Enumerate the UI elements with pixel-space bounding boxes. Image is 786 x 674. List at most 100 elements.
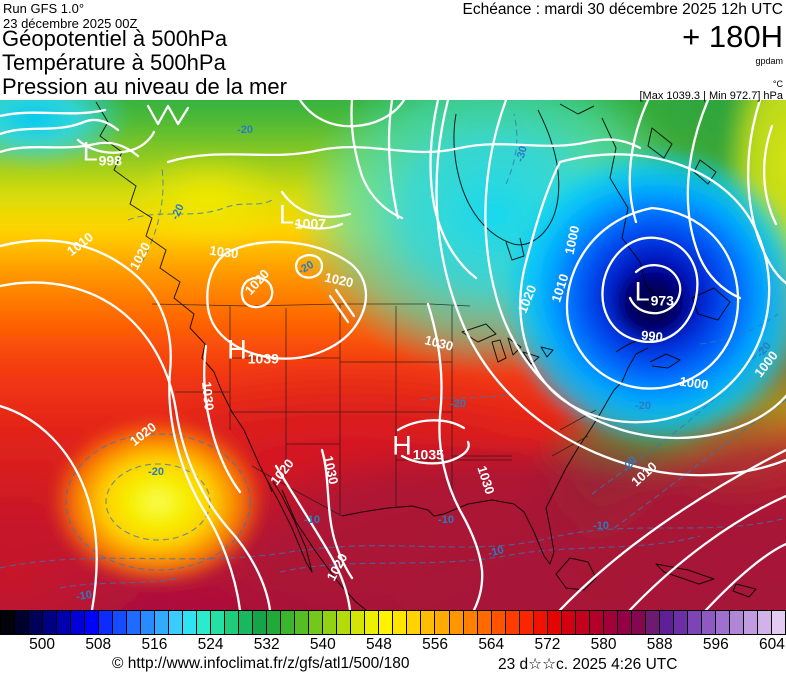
colorbar-cell xyxy=(435,611,449,634)
colorbar-cell xyxy=(141,611,155,634)
colorbar-tick: 532 xyxy=(253,636,280,653)
footer: © http://www.infoclimat.fr/z/gfs/atl1/50… xyxy=(0,655,786,673)
isobar-label: 1030 xyxy=(474,463,498,497)
coastlines xyxy=(95,101,757,610)
colorbar-cell xyxy=(561,611,575,634)
colorbar-cell xyxy=(225,611,239,634)
unit-celsius: °C xyxy=(772,79,783,89)
colorbar-cell xyxy=(631,611,645,634)
temperature-label: -20 xyxy=(450,398,466,410)
colorbar-cell xyxy=(169,611,183,634)
temperature-label: -10 xyxy=(304,514,320,526)
isobar-label: 1030 xyxy=(199,380,217,412)
colorbar-cell xyxy=(323,611,337,634)
colorbar xyxy=(0,610,786,635)
pressure-center-H1035: H1035 xyxy=(392,430,444,463)
temperature-label: -20 xyxy=(169,202,187,222)
echeance-text: Echéance : mardi 30 décembre 2025 12h UT… xyxy=(462,1,783,18)
colorbar-cell xyxy=(351,611,365,634)
unit-gpdam: gpdam xyxy=(755,56,783,66)
colorbar-cell xyxy=(365,611,379,634)
isobar-label: 1010 xyxy=(548,271,572,305)
colorbar-cell xyxy=(57,611,71,634)
colorbar-cell xyxy=(505,611,519,634)
state-borders xyxy=(151,303,597,517)
colorbar-tick: 596 xyxy=(702,636,729,653)
colorbar-cell xyxy=(617,611,631,634)
isobar-label: 1020 xyxy=(241,266,273,298)
colorbar-cell xyxy=(183,611,197,634)
header: Run GFS 1.0° 23 décembre 2025 00Z Géopot… xyxy=(0,0,786,102)
map-titles: Géopotentiel à 500hPa Température à 500h… xyxy=(2,27,287,99)
colorbar-tick: 572 xyxy=(534,636,561,653)
colorbar-cell xyxy=(421,611,435,634)
temperature-label: -10 xyxy=(438,514,454,526)
colorbar-cell xyxy=(43,611,57,634)
colorbar-ticks: 500 508 516 524 532 540 548 556 564 572 580 588 596 6… xyxy=(0,635,786,655)
isobar-label: 1000 xyxy=(561,224,583,256)
colorbar-cell xyxy=(645,611,659,634)
title-pressure: Pression au niveau de la mer xyxy=(2,74,287,99)
title-geopotential: Géopotentiel à 500hPa xyxy=(2,26,228,51)
colorbar-cell xyxy=(281,611,295,634)
colorbar-cell xyxy=(729,611,743,634)
isobar-label: 990 xyxy=(640,327,664,345)
forecast-info: Echéance : mardi 30 décembre 2025 12h UT… xyxy=(462,1,783,102)
colorbar-tick: 604 xyxy=(759,636,785,653)
isobar-label: 1030 xyxy=(320,454,342,486)
isobar-label: 1020 xyxy=(514,282,540,316)
temperature-label: -20 xyxy=(148,466,164,478)
colorbar-tick: 564 xyxy=(478,636,505,653)
colorbar-cell xyxy=(673,611,687,634)
pressure-center-L973: L973 xyxy=(634,276,674,309)
temperature-label: -20 xyxy=(296,258,316,278)
weather-map-canvas xyxy=(0,100,786,610)
colorbar-cell xyxy=(309,611,323,634)
isobar-label: 1030 xyxy=(208,242,240,262)
map-labels-layer: 1010 1020 1030 1020 1020 1030 1030 1020 1030 1030… xyxy=(0,100,786,610)
colorbar-cell xyxy=(85,611,99,634)
colorbar-tick: 516 xyxy=(141,636,168,653)
colorbar-cell xyxy=(491,611,505,634)
isobar-label: 1030 xyxy=(423,332,455,354)
colorbar-tick: 556 xyxy=(422,636,449,653)
pressure-center-L998: L998 xyxy=(82,136,122,169)
colorbar-cell xyxy=(155,611,169,634)
colorbar-cell xyxy=(239,611,253,634)
temperature-label: -10 xyxy=(486,544,506,560)
temperature-label: -10 xyxy=(593,520,609,532)
isobar-label: 1010 xyxy=(63,229,97,259)
colorbar-tick: 580 xyxy=(590,636,617,653)
colorbar-tick: 588 xyxy=(646,636,673,653)
colorbar-tick: 524 xyxy=(197,636,224,653)
run-date: 23 décembre 2025 00Z xyxy=(3,16,138,31)
colorbar-cell xyxy=(113,611,127,634)
colorbar-cell xyxy=(547,611,561,634)
colorbar-cell xyxy=(295,611,309,634)
temperature-label: -20 xyxy=(237,124,253,136)
colorbar-tick: 540 xyxy=(309,636,336,653)
colorbar-cell xyxy=(1,611,15,634)
colorbar-tick: 508 xyxy=(85,636,112,653)
colorbar-tick: 500 xyxy=(29,636,56,653)
generation-timestamp: 23 d☆☆c. 2025 4:26 UTC xyxy=(498,656,678,673)
colorbar-cell xyxy=(687,611,701,634)
copyright-url: © http://www.infoclimat.fr/z/gfs/atl1/50… xyxy=(112,655,410,672)
colorbar-cell xyxy=(603,611,617,634)
colorbar-cell xyxy=(589,611,603,634)
temperature-label: -20 xyxy=(635,400,651,412)
colorbar-cell xyxy=(575,611,589,634)
colorbar-cell xyxy=(15,611,29,634)
colorbar-cell xyxy=(337,611,351,634)
colorbar-cell xyxy=(449,611,463,634)
colorbar-tick: 548 xyxy=(366,636,392,653)
isobar-contours xyxy=(0,100,786,610)
isobar-label: 1000 xyxy=(678,373,710,393)
colorbar-cell xyxy=(743,611,757,634)
colorbar-cell xyxy=(29,611,43,634)
colorbar-cell xyxy=(127,611,141,634)
colorbar-cell xyxy=(771,611,785,634)
colorbar-cell xyxy=(519,611,533,634)
isobar-label: 1020 xyxy=(323,550,351,584)
colorbar-cell xyxy=(379,611,393,634)
